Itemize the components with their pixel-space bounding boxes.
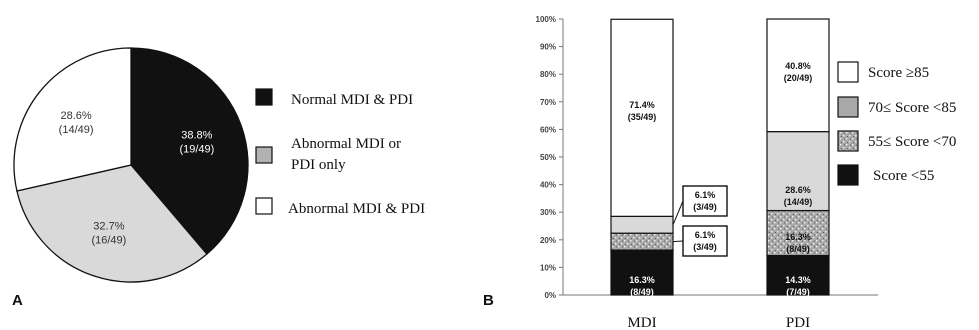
- panel-a-letter: A: [12, 292, 23, 309]
- pie-slice-1: [130, 47, 249, 255]
- bar-segment-mdi-3: [610, 215, 674, 234]
- data-label-pdi-2-count: (8/49): [786, 244, 810, 254]
- y-tick-label: 50%: [540, 153, 556, 162]
- stacked-bars: MDI PDI 16.3% (8/49) 71.4% (35/49) 6.1% (3/49) 6…: [610, 18, 830, 330]
- pie-slice-2: [16, 164, 208, 283]
- pie-slice-3: [13, 47, 132, 192]
- data-label-pdi-1: 14.3%: [785, 275, 811, 285]
- data-label-pdi-1-count: (7/49): [786, 287, 810, 297]
- bar-segment-mdi-1: [610, 249, 674, 296]
- data-label-mdi-1-count: (8/49): [630, 287, 654, 297]
- data-label-mdi-3-box: [682, 185, 728, 217]
- data-label-mdi-2: 6.1%: [695, 230, 716, 240]
- y-tick-label: 100%: [536, 15, 556, 24]
- y-tick-label: 20%: [540, 236, 556, 245]
- data-label-mdi-2-count: (3/49): [693, 242, 717, 252]
- data-label-mdi-1: 16.3%: [629, 275, 655, 285]
- x-category-label: PDI: [786, 315, 810, 330]
- bar-legend-swatch-1: [837, 61, 859, 83]
- bar-legend: Score ≥85 70≤ Score <85 55≤ Score <70 Score…: [837, 61, 956, 186]
- panel-a: 38.8% (19/49) 32.7% (16/49) 28.6% (14/49) Nor…: [12, 47, 425, 309]
- panel-b-letter: B: [483, 292, 494, 309]
- pie-legend-swatch-2: [255, 146, 273, 164]
- pie-legend: Normal MDI & PDI Abnormal MDI or PDI only A…: [255, 88, 425, 217]
- bar-legend-swatch-2: [837, 96, 859, 118]
- pie-slice-count-3: (14/49): [59, 124, 94, 136]
- data-label-mdi-4: 71.4%: [629, 100, 655, 110]
- pie-slice-label-1: 38.8%: [181, 130, 212, 142]
- bar-legend-label-1: Score ≥85: [868, 65, 929, 81]
- pie-legend-label-2: Abnormal MDI or: [291, 136, 401, 152]
- data-label-pdi-2: 16.3%: [785, 232, 811, 242]
- data-label-mdi-3-count: (3/49): [693, 202, 717, 212]
- bar-legend-swatch-3: [837, 130, 859, 152]
- y-tick-label: 0%: [544, 291, 556, 300]
- y-tick-label: 10%: [540, 263, 556, 272]
- bar-segment-pdi-2: [766, 209, 830, 257]
- y-tick-label: 90%: [540, 43, 556, 52]
- bar-segment-mdi-4: [610, 18, 674, 217]
- bar-legend-label-4: Score <55: [873, 168, 934, 184]
- x-category-label: MDI: [627, 315, 656, 330]
- bar-legend-label-2: 70≤ Score <85: [868, 100, 956, 116]
- panel-b: B 0% 10% 20% 30% 40% 50% 60% 70% 80% 90% 100% MDI P…: [483, 15, 956, 330]
- y-tick-label: 60%: [540, 125, 556, 134]
- pie-legend-label-2b: PDI only: [291, 157, 346, 173]
- pie-slice-label-3: 28.6%: [61, 110, 92, 122]
- bar-segment-pdi-4: [766, 18, 830, 133]
- bar-segment-pdi-1: [766, 254, 830, 296]
- data-label-pdi-4-count: (20/49): [784, 73, 813, 83]
- data-label-mdi-2-box: [682, 225, 728, 257]
- data-label-mdi-4-count: (35/49): [628, 112, 657, 122]
- y-tick-label: 30%: [540, 208, 556, 217]
- data-label-mdi-2-leader: [672, 240, 684, 243]
- pie-legend-label-1: Normal MDI & PDI: [291, 92, 413, 108]
- bar-legend-swatch-4: [837, 164, 859, 186]
- pie-legend-swatch-3: [255, 197, 273, 215]
- pie-chart: 38.8% (19/49) 32.7% (16/49) 28.6% (14/49): [13, 47, 249, 283]
- data-label-pdi-3: 28.6%: [785, 185, 811, 195]
- pie-legend-swatch-1: [255, 88, 273, 106]
- pie-slice-count-2: (16/49): [91, 235, 126, 247]
- data-label-pdi-3-count: (14/49): [784, 197, 813, 207]
- pie-legend-label-3: Abnormal MDI & PDI: [288, 201, 425, 217]
- y-tick-label: 40%: [540, 181, 556, 190]
- y-tick-label: 80%: [540, 70, 556, 79]
- bar-segment-mdi-2: [610, 232, 674, 251]
- bar-legend-label-3: 55≤ Score <70: [868, 134, 956, 150]
- pie-slice-count-1: (19/49): [179, 144, 214, 156]
- data-label-pdi-4: 40.8%: [785, 61, 811, 71]
- pie-slice-label-2: 32.7%: [93, 221, 124, 233]
- y-tick-label: 70%: [540, 98, 556, 107]
- data-label-mdi-3-leader: [672, 200, 684, 225]
- data-label-mdi-3: 6.1%: [695, 190, 716, 200]
